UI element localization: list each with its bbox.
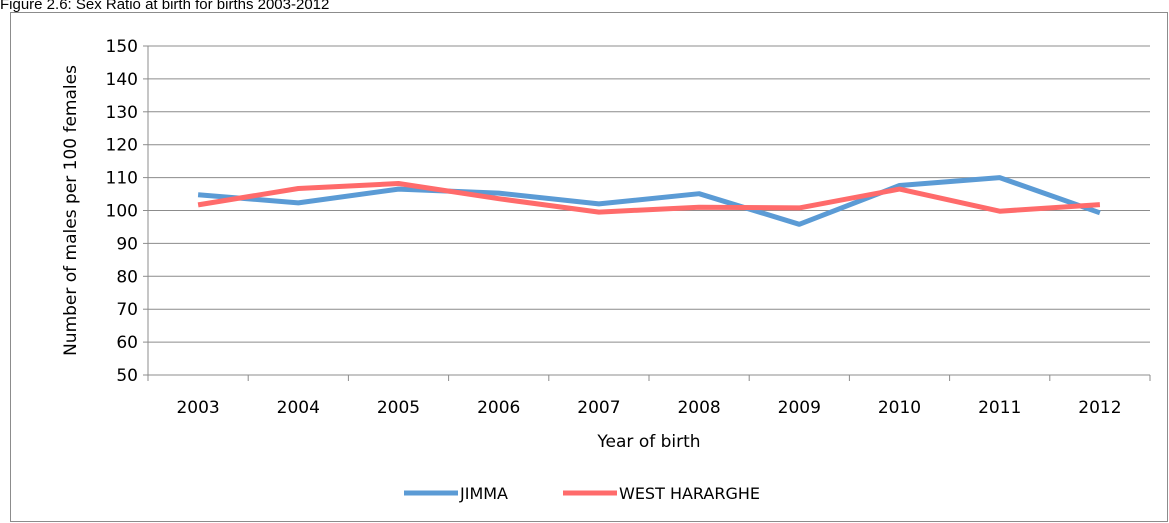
x-tick-labels: 2003 2004 2005 2006 2007 2008 2009 2010 2011 2012 [176,398,1121,418]
y-tick-label: 60 [116,333,138,353]
x-tick-label: 2007 [577,398,620,418]
y-tick-label: 100 [106,202,138,222]
y-tick-label: 130 [106,103,138,123]
figure-caption: Figure 2.6: Sex Ratio at birth for birth… [0,0,330,13]
y-tick-label: 50 [116,366,138,386]
x-tick-label: 2006 [477,398,520,418]
legend-label: WEST HARARGHE [619,484,760,503]
x-tick-label: 2008 [677,398,720,418]
x-tick-label: 2004 [277,398,320,418]
legend: JIMMA WEST HARARGHE [404,484,760,503]
series-line-jimma [197,175,1101,227]
chart-frame [10,12,1168,522]
x-tick-label: 2009 [778,398,821,418]
x-axis-title: Year of birth [596,432,700,452]
y-tick-label: 110 [106,169,138,189]
y-tick-label: 80 [116,267,138,287]
y-tick-label: 140 [106,70,138,90]
y-tick-labels: 50 60 70 80 90 100 110 120 130 140 150 [106,37,138,386]
y-tick-label: 70 [116,300,138,320]
series-line-west-hararghe [197,181,1101,215]
y-axis-title: Number of males per 100 females [61,65,81,356]
y-tick-label: 150 [106,37,138,57]
x-tick-label: 2005 [377,398,420,418]
legend-label: JIMMA [459,484,508,503]
y-tick-label: 90 [116,234,138,254]
x-tick-label: 2010 [878,398,921,418]
series-lines [197,175,1101,227]
axes [143,45,1151,381]
x-tick-label: 2011 [978,398,1021,418]
y-tick-label: 120 [106,136,138,156]
x-tick-label: 2003 [176,398,219,418]
x-tick-label: 2012 [1078,398,1121,418]
gridlines [148,45,1150,343]
